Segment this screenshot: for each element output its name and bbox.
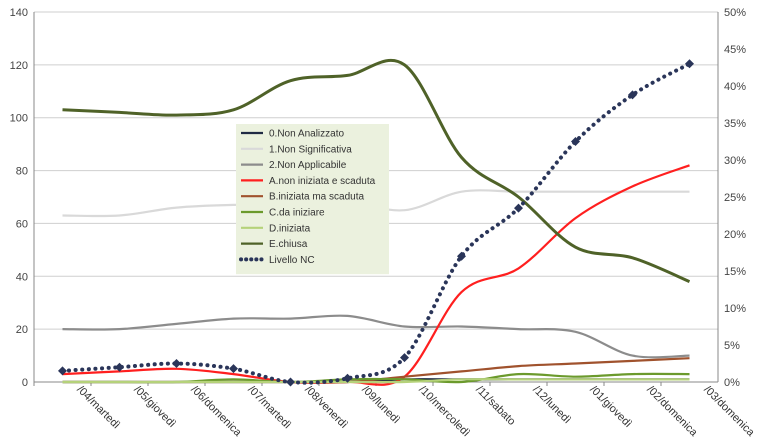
- legend-label: 0.Non Analizzato: [269, 129, 344, 140]
- y-tick-label-right: 30%: [724, 155, 746, 167]
- y-tick-label-right: 15%: [724, 266, 746, 278]
- series-marker: [172, 359, 181, 368]
- y-tick-label-right: 40%: [724, 81, 746, 93]
- series-line-7: [62, 58, 691, 283]
- legend-label: A.non iniziata e scaduta: [269, 176, 376, 187]
- y-tick-label-right: 25%: [724, 192, 746, 204]
- legend-label: C.da iniziare: [269, 208, 325, 219]
- y-tick-label-right: 45%: [724, 44, 746, 56]
- y-tick-label-left: 80: [16, 166, 28, 178]
- legend-label: 2.Non Applicabile: [269, 160, 347, 171]
- left-axis-ticks: 0 20 40 60 80 100 120 140: [10, 7, 28, 389]
- series-marker: [628, 90, 637, 100]
- y-tick-label-left: 20: [16, 324, 28, 336]
- series-marker: [571, 137, 580, 146]
- legend-label: 1.Non Significativa: [269, 144, 352, 155]
- series-line-6: [62, 378, 690, 384]
- series-marker: [229, 364, 238, 374]
- y-tick-label-left: 120: [10, 60, 28, 72]
- y-tick-label-right: 20%: [724, 229, 746, 241]
- series-marker: [514, 203, 523, 213]
- series-marker: [685, 59, 694, 69]
- series-lines: [58, 58, 694, 387]
- series-line-2: [62, 314, 690, 359]
- y-tick-label-left: 0: [22, 377, 28, 389]
- y-tick-label-left: 100: [10, 113, 28, 125]
- y-tick-label-right: 50%: [724, 7, 746, 19]
- series-marker: [286, 377, 295, 387]
- y-tick-label-right: 0%: [724, 377, 740, 389]
- series-marker: [400, 353, 409, 363]
- y-tick-label-left: 40: [16, 271, 28, 283]
- series-marker: [457, 251, 466, 261]
- series-marker: [343, 373, 352, 383]
- legend: 0.Non Analizzato 1.Non Significativa 2.Non…: [236, 124, 389, 275]
- y-tick-label-left: 140: [10, 7, 28, 19]
- legend-label: E.chiusa: [269, 239, 308, 250]
- series-marker: [58, 366, 67, 376]
- legend-label: B.iniziata ma scaduta: [269, 192, 364, 203]
- series-marker: [115, 362, 124, 372]
- legend-label: Livello NC: [269, 255, 315, 266]
- y-tick-label-left: 60: [16, 218, 28, 230]
- y-tick-label-right: 10%: [724, 303, 746, 315]
- legend-label: D.iniziata: [269, 223, 311, 234]
- y-tick-label-right: 5%: [724, 340, 740, 352]
- y-tick-label-right: 35%: [724, 118, 746, 130]
- right-axis-ticks: 0% 5% 10% 15% 20% 25% 30% 35% 40% 45% 50%: [724, 7, 746, 389]
